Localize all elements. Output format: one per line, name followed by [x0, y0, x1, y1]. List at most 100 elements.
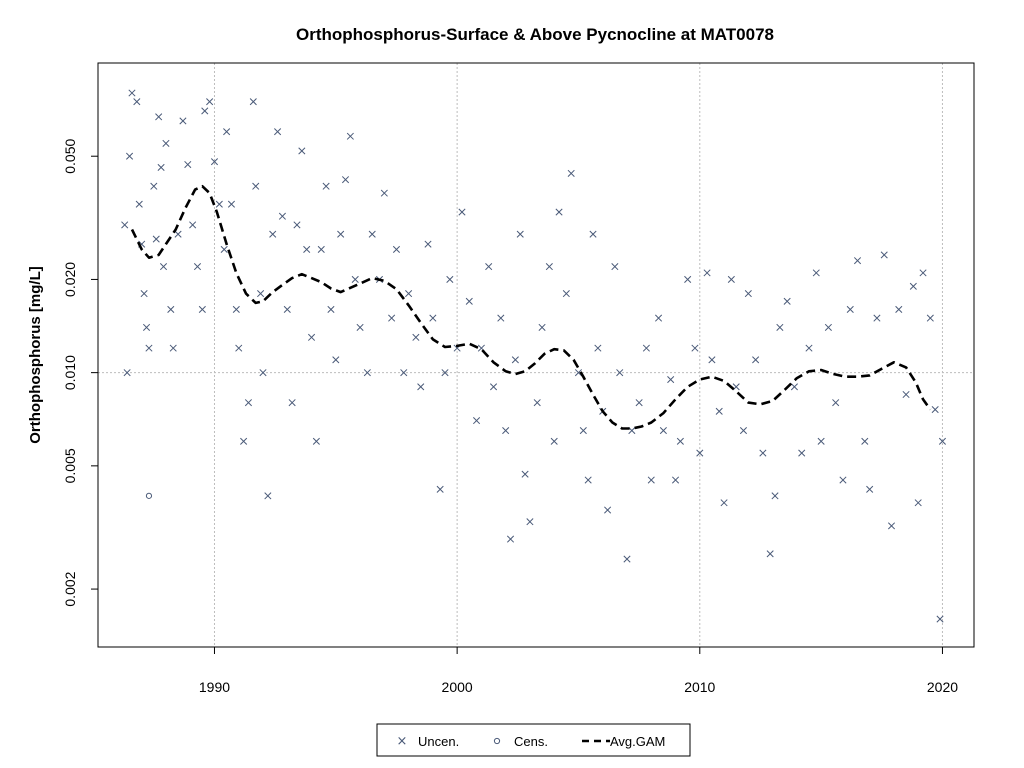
uncensored-point-stroke: [392, 245, 401, 253]
uncensored-point: [162, 139, 170, 147]
uncensored-point: [766, 550, 774, 558]
uncensored-point-stroke: [861, 437, 869, 445]
uncensored-point: [351, 275, 359, 283]
uncensored-point: [574, 369, 583, 377]
uncensored-point-stroke: [458, 208, 466, 216]
uncensored-point: [259, 369, 267, 377]
uncensored-point-stroke: [293, 221, 301, 229]
uncensored-point-stroke: [201, 107, 209, 115]
uncensored-point: [240, 437, 248, 445]
y-tick-label: 0.005: [62, 448, 78, 483]
uncensored-point-stroke: [174, 230, 182, 238]
uncensored-point-stroke: [545, 263, 553, 271]
uncensored-point-stroke: [140, 290, 148, 298]
uncensored-point: [545, 263, 553, 271]
uncensored-point-stroke: [771, 492, 779, 500]
uncensored-point-stroke: [465, 297, 473, 305]
uncensored-point: [388, 314, 396, 322]
uncensored-point: [489, 383, 498, 391]
uncensored-point-stroke: [215, 200, 223, 208]
uncensored-point-stroke: [696, 449, 704, 457]
uncensored-point: [150, 182, 158, 190]
uncensored-point: [744, 290, 752, 298]
y-tick-label: 0.002: [62, 571, 78, 606]
uncensored-point: [623, 555, 631, 563]
uncensored-point: [125, 152, 134, 160]
uncensored-point-stroke: [198, 305, 206, 313]
uncensored-point-stroke: [895, 305, 903, 313]
uncensored-point: [293, 221, 301, 229]
uncensored-point: [424, 240, 432, 248]
uncensored-point: [790, 383, 798, 391]
uncensored-point-stroke: [846, 305, 854, 313]
uncensored-point-stroke: [145, 344, 153, 352]
uncensored-point: [887, 522, 896, 530]
x-axis: 1990 2000 2010 2020: [199, 646, 958, 695]
uncensored-point-stroke: [832, 399, 840, 407]
uncensored-point-stroke: [152, 235, 160, 243]
uncensored-point-stroke: [805, 344, 813, 352]
uncensored-point-stroke: [642, 344, 650, 352]
uncensored-point-stroke: [417, 383, 425, 391]
uncensored-point-stroke: [691, 344, 699, 352]
uncensored-point: [249, 98, 257, 106]
uncensored-point-stroke: [312, 437, 320, 445]
uncensored-point-stroke: [538, 323, 546, 331]
uncensored-point: [931, 405, 939, 414]
uncensored-point-stroke: [489, 383, 498, 391]
uncensored-point-stroke: [257, 290, 265, 298]
uncensored-point-stroke: [298, 147, 306, 155]
uncensored-point: [193, 263, 202, 271]
uncensored-point-stroke: [133, 98, 141, 106]
uncensored-point-stroke: [264, 492, 272, 500]
uncensored-point: [206, 98, 214, 106]
uncensored-point-stroke: [167, 305, 175, 313]
uncensored-point: [691, 344, 699, 352]
uncensored-point-stroke: [259, 369, 267, 377]
uncensored-point: [759, 449, 767, 457]
uncensored-point: [135, 200, 143, 208]
uncensored-point: [817, 437, 825, 445]
uncensored-point-stroke: [436, 485, 444, 493]
uncensored-point-stroke: [766, 550, 774, 558]
uncensored-point-stroke: [429, 314, 437, 322]
uncensored-point-stroke: [511, 356, 519, 364]
uncensored-point: [198, 305, 206, 313]
uncensored-point: [327, 305, 335, 313]
uncensored-point: [824, 323, 832, 331]
uncensored-point-stroke: [938, 437, 947, 445]
uncensored-point: [839, 476, 847, 484]
uncensored-point-stroke: [839, 476, 847, 484]
uncensored-point: [380, 189, 388, 197]
uncensored-point: [895, 305, 903, 313]
uncensored-point-stroke: [184, 160, 192, 169]
uncensored-point: [776, 323, 784, 331]
uncensored-point: [169, 344, 177, 352]
uncensored-point: [555, 208, 563, 216]
uncensored-point: [429, 314, 437, 322]
uncensored-point: [914, 499, 922, 507]
uncensored-point: [798, 449, 806, 457]
uncensored-point-stroke: [497, 314, 505, 322]
uncensored-point-stroke: [579, 427, 587, 435]
uncensored-point-stroke: [162, 139, 170, 147]
uncensored-point: [739, 427, 748, 435]
uncensored-point-stroke: [189, 221, 197, 229]
uncensored-point: [812, 269, 820, 277]
uncensored-point-stroke: [227, 200, 236, 208]
uncensored-point-stroke: [521, 470, 529, 478]
uncensored-point: [589, 230, 597, 238]
uncensored-point-stroke: [223, 128, 231, 136]
uncensored-point-stroke: [269, 230, 277, 238]
uncensored-point: [516, 230, 524, 238]
uncensored-point-stroke: [703, 269, 711, 277]
uncensored-point-stroke: [526, 518, 534, 526]
uncensored-point-stroke: [193, 263, 202, 271]
uncensored-point: [805, 344, 813, 352]
x-tick-label: 2010: [684, 679, 715, 695]
uncensored-point-stroke: [341, 176, 350, 184]
uncensored-point: [227, 200, 236, 208]
uncensored-point: [472, 417, 481, 425]
uncensored-point-stroke: [798, 449, 806, 457]
uncensored-point: [346, 132, 354, 140]
